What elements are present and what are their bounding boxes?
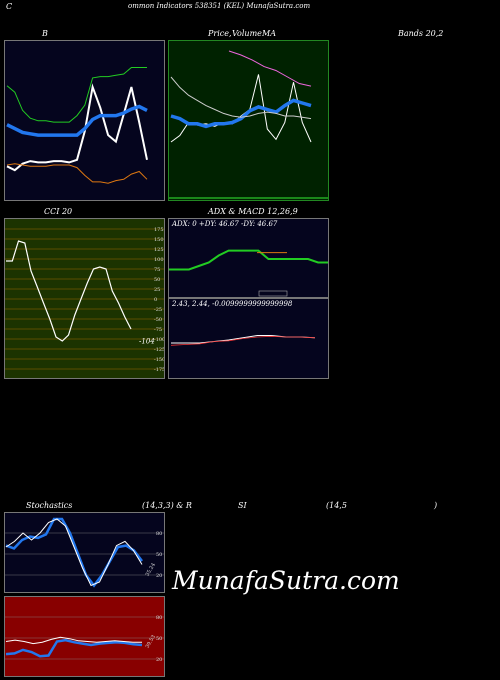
- label-cci: CCI 20: [44, 207, 73, 216]
- label-ma: MA: [262, 29, 276, 38]
- macd-series-1: [170, 335, 316, 346]
- bollinger-series-0: [6, 83, 148, 172]
- adx-chart: [169, 249, 328, 297]
- cci-tick-label: -150: [154, 357, 164, 363]
- cci-panel: 175 150 125 100 75 50 25 0 -25 -50 -75 -100 -125 -150…: [4, 218, 165, 379]
- stoch-title-e: ): [434, 501, 438, 510]
- cci-tick-label: -25: [154, 307, 162, 313]
- header-title: ommon Indicators 538351 (KEL) MunafaSutr…: [128, 2, 311, 10]
- price-ma-chart: [169, 50, 328, 199]
- adx-panel: ADX: 0 +DY: 46.67 -DY: 46.67: [168, 218, 329, 298]
- cci-tick-label: 25: [154, 287, 160, 293]
- cci-tick-label: -50: [154, 317, 162, 323]
- bollinger-panel: [4, 40, 165, 201]
- price-ma-panel: [168, 40, 329, 201]
- rsi-tick-label: 80: [156, 615, 162, 621]
- label-bands: Bands 20,2: [398, 29, 444, 38]
- stoch-panel: 80 50 20 35.24: [4, 512, 165, 593]
- label-b: B: [42, 29, 48, 38]
- macd-values: 2.43, 2.44, -0.0099999999999998: [172, 300, 293, 308]
- price-series-2: [170, 76, 312, 120]
- label-price: Price,: [208, 29, 232, 38]
- adx-minus-dy: [258, 290, 288, 297]
- cci-tick-label: 75: [154, 267, 160, 273]
- cci-tick-label: 100: [154, 257, 164, 263]
- cci-tick-label: -175: [154, 367, 164, 373]
- rsi-series-0: [5, 638, 143, 658]
- stochastics-tick-label: 50: [156, 552, 162, 558]
- stochastics-tick-label: 20: [156, 573, 162, 579]
- price-series-3: [228, 50, 312, 87]
- macd-chart: [170, 335, 316, 346]
- price-series-1: [170, 98, 312, 129]
- adx-values: ADX: 0 +DY: 46.67 -DY: 46.67: [172, 220, 278, 228]
- bollinger-series-2: [6, 163, 148, 184]
- cci-tick-label: -75: [154, 327, 162, 333]
- cci-tick-label: 175: [154, 227, 164, 233]
- cci-tick-label: 150: [154, 237, 164, 243]
- rsi-panel: 80 50 20 39.53: [4, 596, 165, 677]
- stochastics-series-1: [5, 518, 143, 587]
- stochastics-tick-label: 80: [156, 531, 162, 537]
- stochastics-series-0: [5, 517, 143, 588]
- cci-value-label: -104: [139, 338, 155, 346]
- price-series-0: [170, 74, 312, 143]
- stoch-title-b: (14,3,3) & R: [142, 501, 192, 510]
- stoch-title-d: (14,5: [326, 501, 347, 510]
- adx-line: [169, 249, 328, 271]
- cci-line: [6, 240, 132, 342]
- rsi-series-1: [5, 636, 142, 645]
- cci-tick-label: -125: [154, 347, 164, 353]
- bollinger-chart: [6, 67, 148, 184]
- rsi-tick-label: 50: [156, 636, 162, 642]
- stoch-title-a: Stochastics: [26, 501, 73, 510]
- cci-chart: 175 150 125 100 75 50 25 0 -25 -50 -75 -100 -125 -150…: [5, 227, 164, 373]
- cci-tick-label: 0: [154, 297, 157, 303]
- cci-tick-label: -100: [154, 337, 164, 343]
- header-left: C: [6, 2, 13, 11]
- cci-tick-label: 50: [154, 277, 160, 283]
- bollinger-series-1: [6, 67, 147, 123]
- rsi-tick-label: 20: [156, 657, 162, 663]
- stoch-title-c: SI: [238, 501, 247, 510]
- watermark: MunafaSutra.com: [172, 566, 400, 595]
- cci-tick-label: 125: [154, 247, 164, 253]
- label-adx-macd: ADX & MACD 12,26,9: [208, 207, 298, 216]
- macd-panel: 2.43, 2.44, -0.0099999999999998: [168, 298, 329, 379]
- label-ma-overlap: Volume: [232, 29, 262, 38]
- bollinger-series-3: [6, 104, 148, 137]
